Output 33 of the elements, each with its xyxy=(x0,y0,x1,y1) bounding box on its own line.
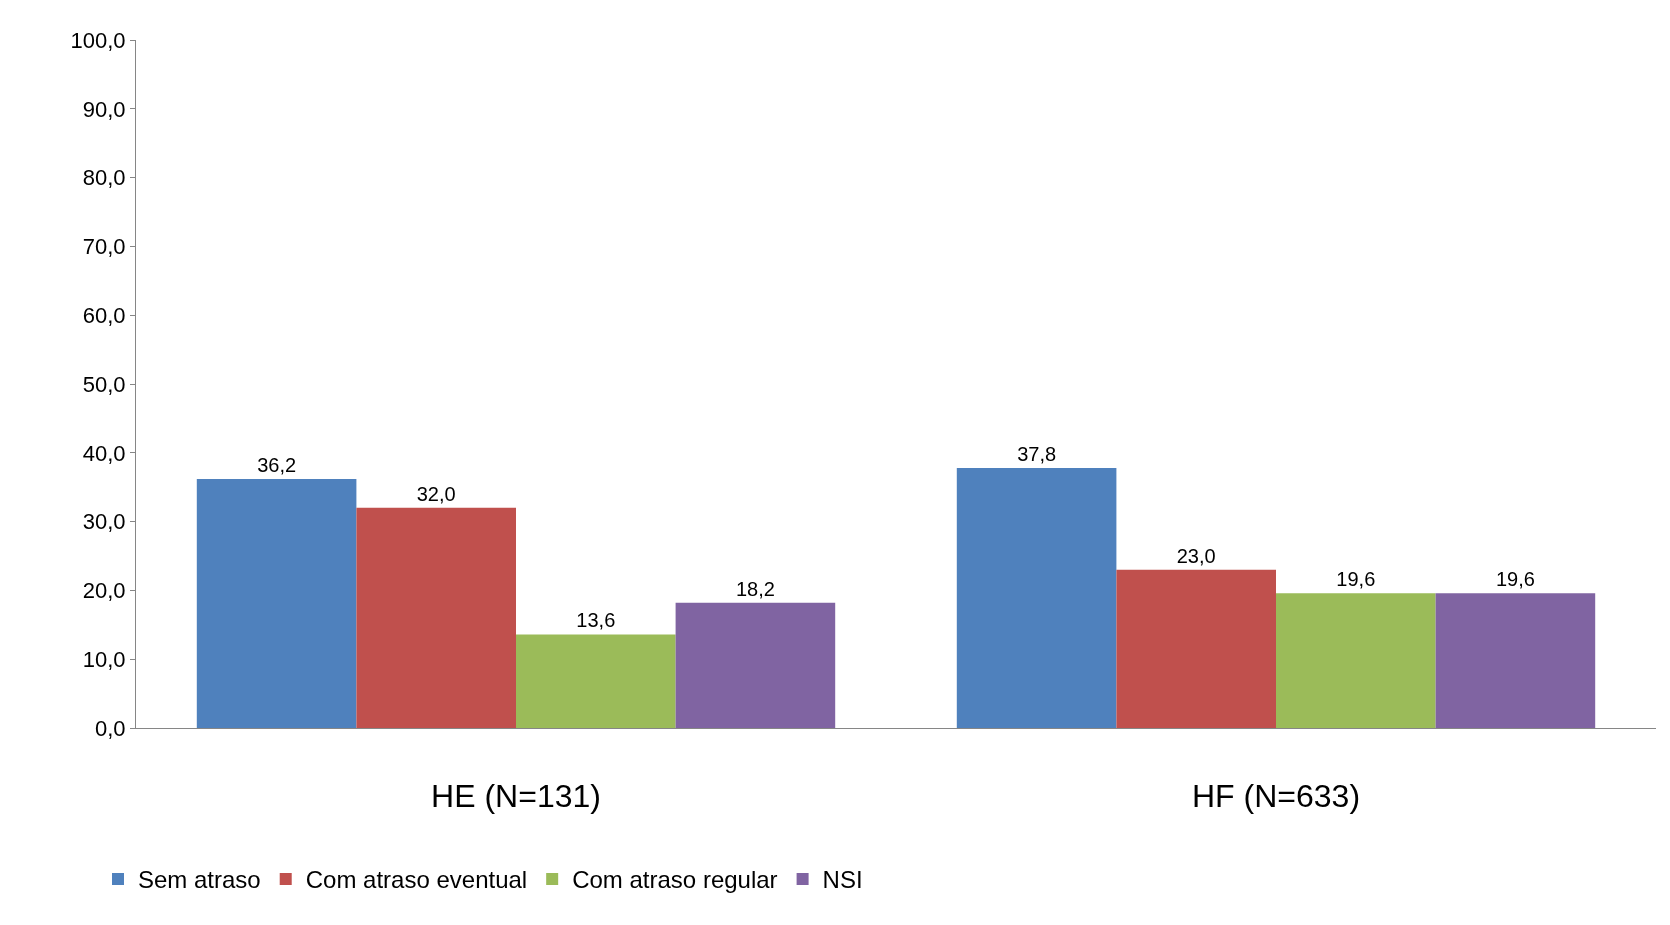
data-label: 36,2 xyxy=(257,453,297,476)
data-label: 23,0 xyxy=(1176,544,1216,567)
x-tick-label: HE (N=131) xyxy=(431,778,601,815)
legend-label: Com atraso eventual xyxy=(305,866,528,894)
data-label: 19,6 xyxy=(1336,568,1376,591)
y-tick-label: 90,0 xyxy=(82,96,126,122)
bar xyxy=(1116,569,1276,728)
data-label: 13,6 xyxy=(576,609,616,632)
data-label: 19,6 xyxy=(1495,568,1535,591)
y-tick-label: 0,0 xyxy=(95,715,126,741)
y-tick-label: 70,0 xyxy=(82,234,126,260)
y-tick-label: 60,0 xyxy=(82,302,126,328)
y-tick-label: 50,0 xyxy=(82,371,126,397)
y-tick-label: 100,0 xyxy=(70,27,126,53)
data-label: 37,8 xyxy=(1017,442,1057,465)
x-tick-label: HF (N=633) xyxy=(1191,778,1361,815)
bar xyxy=(356,507,516,728)
data-label: 18,2 xyxy=(735,577,775,600)
bar xyxy=(1435,593,1596,728)
legend-label: NSI xyxy=(822,866,863,894)
bar xyxy=(956,467,1117,728)
y-tick-label: 30,0 xyxy=(82,509,126,535)
bar xyxy=(1276,593,1436,728)
bar xyxy=(196,478,357,728)
data-label: 32,0 xyxy=(416,482,456,505)
legend-label: Sem atraso xyxy=(138,866,261,894)
y-tick-label: 80,0 xyxy=(82,165,126,191)
y-tick-label: 20,0 xyxy=(82,578,126,604)
y-tick-label: 10,0 xyxy=(82,646,126,672)
legend-label: Com atraso regular xyxy=(572,866,778,894)
y-tick-label: 40,0 xyxy=(82,440,126,466)
bar xyxy=(675,602,836,728)
bar xyxy=(516,634,676,728)
